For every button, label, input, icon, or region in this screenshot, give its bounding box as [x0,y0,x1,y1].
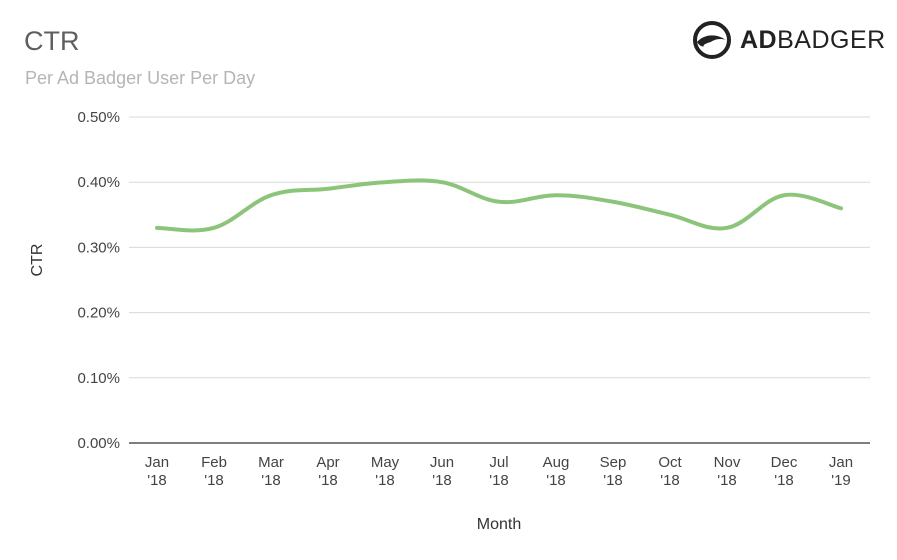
x-tick-label-year: '18 [147,472,167,489]
adbadger-logo: ADBADGER [692,20,886,60]
x-tick-label-year: '18 [489,472,509,489]
y-tick-label: 0.30% [77,239,120,256]
x-tick-label-year: '18 [318,472,338,489]
x-tick-label: Nov [714,454,741,471]
y-tick-label: 0.40% [77,174,120,191]
x-tick-label-year: '18 [603,472,623,489]
x-tick-label: Dec [771,454,798,471]
x-tick-label-year: '18 [432,472,452,489]
logo-text-bold: AD [740,25,778,54]
x-tick-label: Aug [543,454,570,471]
chart-title: CTR [24,26,80,56]
x-tick-label-year: '19 [831,472,851,489]
x-tick-label-year: '18 [546,472,566,489]
x-tick-label: Apr [316,454,339,471]
x-tick-label: Jul [489,454,508,471]
x-tick-label: Mar [258,454,284,471]
y-tick-label: 0.50% [77,109,120,126]
x-tick-label: Feb [201,454,227,471]
x-tick-label-year: '18 [660,472,680,489]
x-tick-label-year: '18 [774,472,794,489]
x-tick-label: Jan [829,454,853,471]
badger-head-icon [693,21,731,59]
x-tick-label: Sep [600,454,627,471]
chart-subtitle: Per Ad Badger User Per Day [25,68,256,88]
x-tick-label-year: '18 [204,472,224,489]
x-tick-label-year: '18 [375,472,395,489]
x-tick-label-year: '18 [261,472,281,489]
y-tick-label: 0.10% [77,370,120,387]
series-line [155,178,843,233]
y-axis-title: CTR [29,244,46,277]
y-tick-label: 0.20% [77,305,120,322]
logo-text-light: BADGER [777,25,886,54]
x-tick-label: Jan [145,454,169,471]
x-axis-title: Month [477,516,521,533]
x-tick-label-year: '18 [717,472,737,489]
logo-text: ADBADGER [740,26,886,55]
y-tick-label: 0.00% [77,435,120,452]
x-tick-label: May [371,454,400,471]
x-tick-label: Jun [430,454,454,471]
x-tick-label: Oct [658,454,682,471]
